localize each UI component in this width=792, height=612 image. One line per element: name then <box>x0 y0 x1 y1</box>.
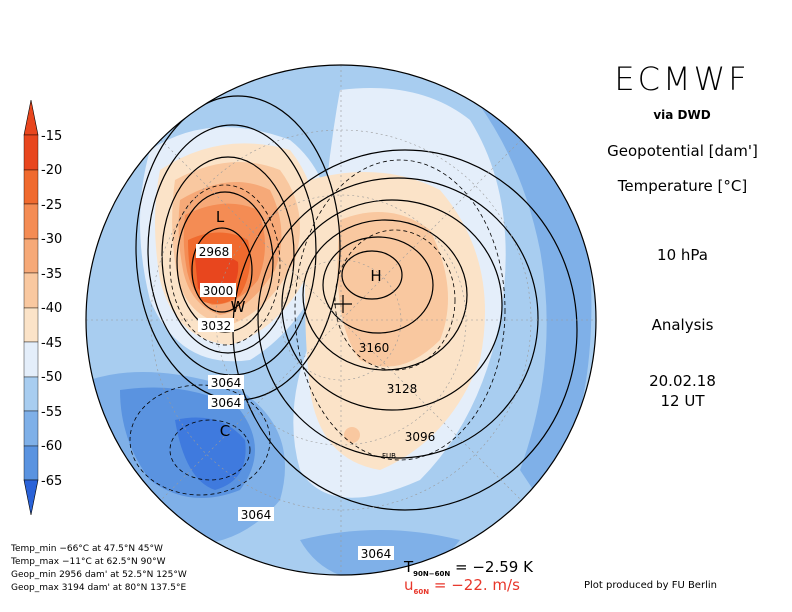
u-symbol: u <box>404 576 414 594</box>
contour-label: 3160 <box>359 341 390 355</box>
colorbar-label: -55 <box>41 405 62 420</box>
contour-label: 3064 <box>211 396 242 410</box>
colorbar-label: -65 <box>41 474 62 489</box>
geop-min-stat: Geop_min 2956 dam' at 52.5°N 125°W <box>11 570 187 580</box>
temp-min-stat: Temp_min −66°C at 47.5°N 45°W <box>11 544 163 554</box>
colorbar-bottom-arrow <box>23 479 39 516</box>
contour-label: 3128 <box>387 382 418 396</box>
contour-label: 3064 <box>361 547 392 561</box>
colorbar: -15 -20 -25 -30 -35 -40 -45 -50 -55 -60 … <box>23 99 62 516</box>
field1-label: Geopotential [dam'] <box>607 142 758 160</box>
temperature-diff: T90N−60N = −2.59 K <box>404 558 533 578</box>
colorbar-label: -25 <box>41 198 62 213</box>
contour-label: 3096 <box>405 430 436 444</box>
colorbar-label: -35 <box>41 267 62 282</box>
t-symbol: T <box>404 558 414 576</box>
contour-label: 2968 <box>199 245 230 259</box>
zonal-wind: u60N = −22. m/s <box>404 576 520 596</box>
map-boundary <box>85 64 597 576</box>
colorbar-label: -45 <box>41 336 62 351</box>
cold-marker: C <box>220 422 230 440</box>
date-label: 20.02.18 <box>649 372 716 390</box>
contour-label: 3032 <box>201 319 232 333</box>
app-title: ECMWF <box>614 60 750 98</box>
colorbar-label: -20 <box>41 163 62 178</box>
contour-label: 3000 <box>203 284 234 298</box>
t-value: = −2.59 K <box>455 558 533 576</box>
pole-cross-icon <box>334 295 352 313</box>
analysis-label: Analysis <box>651 316 714 334</box>
colorbar-label: -60 <box>41 439 62 454</box>
time-label: 12 UT <box>660 392 705 410</box>
u-value: = −22. m/s <box>433 576 520 594</box>
temperature-field <box>86 65 596 575</box>
geop-max-stat: Geop_max 3194 dam' at 80°N 137.5°E <box>11 583 187 593</box>
fub-label: FUB <box>382 452 396 460</box>
colorbar-label: -50 <box>41 370 62 385</box>
colorbar-top-arrow <box>23 99 39 136</box>
contour-labels: 2968 3000 3032 3064 3064 3160 3128 3096 … <box>196 244 435 561</box>
colorbar-label: -15 <box>41 129 62 144</box>
warm-marker: W <box>231 298 246 316</box>
low-marker: L <box>216 208 225 226</box>
contour-label: 3064 <box>211 376 242 390</box>
source-label: via DWD <box>653 108 711 122</box>
high-marker: H <box>370 267 381 285</box>
colorbar-label: -30 <box>41 232 62 247</box>
t-subscript: 90N−60N <box>413 570 451 578</box>
contour-label: 3064 <box>241 508 272 522</box>
pressure-markers: L W H C <box>216 208 382 440</box>
temp-max-stat: Temp_max −11°C at 62.5°N 90°W <box>11 557 166 567</box>
u-subscript: 60N <box>413 588 430 596</box>
level-label: 10 hPa <box>657 246 708 264</box>
colorbar-label: -40 <box>41 301 62 316</box>
footer-credit: Plot produced by FU Berlin <box>584 580 717 591</box>
field2-label: Temperature [°C] <box>617 177 748 195</box>
